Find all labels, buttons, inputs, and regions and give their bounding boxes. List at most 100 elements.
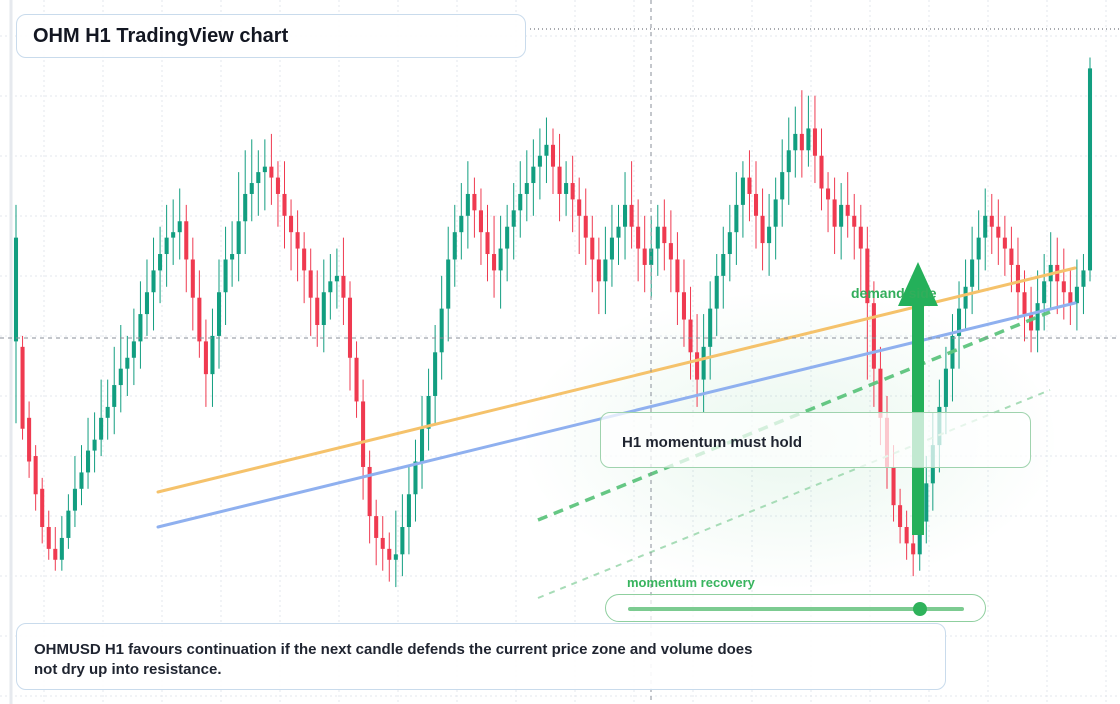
candle-body: [1022, 292, 1027, 315]
candle-body: [911, 543, 916, 555]
candle-body: [308, 270, 313, 298]
candle: [413, 439, 418, 522]
candle: [66, 494, 71, 549]
candle-body: [13, 237, 19, 342]
candle-body: [714, 275, 719, 309]
candle-body: [924, 483, 929, 522]
candle-body: [27, 417, 32, 462]
candle-body: [223, 259, 228, 293]
candle-body: [406, 494, 411, 528]
candle-body: [380, 537, 385, 549]
candle: [361, 379, 366, 500]
candle-body: [413, 461, 418, 495]
candle: [295, 210, 300, 282]
candle-body: [1068, 292, 1073, 304]
candle: [59, 516, 64, 571]
momentum-track: [628, 607, 964, 611]
candle: [485, 204, 490, 282]
candle: [832, 177, 837, 255]
candle: [852, 193, 857, 260]
candle-body: [112, 385, 117, 407]
candle: [557, 133, 562, 222]
candle: [839, 183, 844, 260]
candle: [871, 281, 876, 407]
candle: [118, 325, 123, 413]
candle-body: [1087, 68, 1093, 271]
candle-body: [171, 232, 176, 238]
candle: [629, 161, 634, 249]
candle-body: [976, 237, 981, 260]
candle-body: [688, 319, 693, 353]
candle: [603, 226, 608, 315]
candle-body: [158, 254, 163, 271]
candle-body: [419, 428, 425, 462]
candle-body: [1015, 264, 1020, 293]
demand-zone-label: demand side: [851, 285, 937, 301]
candle-body: [747, 177, 752, 194]
candle-body: [236, 221, 241, 255]
candle-body: [184, 221, 189, 260]
candle-body: [819, 155, 824, 189]
candle-body: [99, 417, 104, 440]
candle-body: [1074, 286, 1079, 304]
candle: [308, 248, 313, 336]
candle-body: [452, 232, 457, 260]
candle: [53, 527, 58, 571]
candle-body: [681, 292, 687, 320]
candle-body: [858, 226, 863, 249]
candle-body: [485, 232, 490, 255]
candle: [734, 172, 739, 265]
candle-body: [295, 232, 300, 249]
momentum-slider[interactable]: [605, 594, 986, 622]
candle-body: [629, 204, 634, 227]
candle-body: [46, 527, 51, 549]
candle-body: [361, 401, 366, 467]
candle-body: [321, 292, 326, 325]
candle: [144, 259, 150, 336]
candlestick-series: [13, 57, 1093, 588]
candle: [537, 128, 542, 200]
candle: [210, 308, 215, 407]
candle-body: [131, 341, 136, 358]
candle-body: [970, 259, 975, 287]
candle: [380, 516, 385, 571]
candle-body: [374, 516, 379, 538]
candle: [511, 183, 516, 260]
candle: [347, 281, 353, 391]
candle-body: [577, 199, 582, 216]
candle: [419, 395, 425, 489]
candle-body: [302, 248, 307, 271]
candle: [452, 204, 457, 287]
candle-body: [701, 346, 706, 380]
candle: [282, 161, 287, 249]
candle: [747, 150, 752, 222]
momentum-label: momentum recovery: [627, 575, 755, 590]
candle: [760, 188, 765, 271]
candle-body: [190, 259, 195, 298]
candle-body: [354, 357, 359, 402]
candle: [374, 499, 379, 566]
candle: [492, 215, 497, 298]
candle: [465, 161, 470, 249]
candle-body: [492, 254, 497, 271]
candle: [478, 188, 483, 265]
candle: [446, 226, 451, 342]
candle: [269, 133, 274, 205]
candle: [616, 204, 621, 265]
candle: [721, 226, 726, 309]
candle-body: [557, 166, 562, 194]
candle: [334, 248, 339, 309]
candle-body: [478, 210, 483, 233]
momentum-knob[interactable]: [913, 602, 928, 616]
candle: [216, 259, 222, 369]
candle-body: [164, 237, 169, 255]
candle-body: [793, 133, 798, 151]
candle: [812, 95, 817, 184]
candle: [223, 226, 228, 325]
candle: [230, 221, 235, 287]
candle: [701, 314, 706, 413]
candle: [675, 232, 680, 325]
candle-body: [753, 193, 759, 216]
candle: [1022, 270, 1027, 342]
candle-body: [1002, 237, 1007, 249]
